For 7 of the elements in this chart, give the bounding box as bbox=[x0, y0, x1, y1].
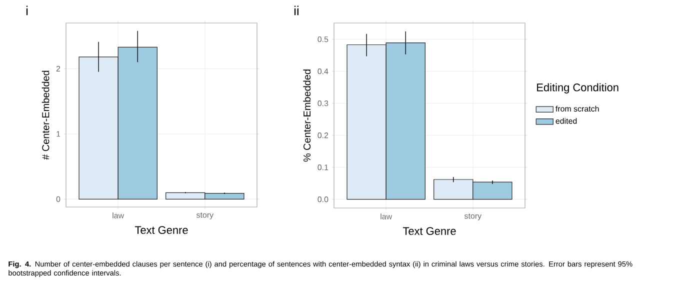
y-axis-title: % Center-Embedded bbox=[303, 70, 311, 162]
chart-title: i bbox=[26, 6, 28, 16]
x-axis-title: Text Genre bbox=[134, 226, 188, 234]
chart-title: ii bbox=[294, 6, 298, 16]
legend-title: Editing Condition bbox=[537, 83, 618, 94]
x-axis-title: Text Genre bbox=[402, 227, 456, 235]
y-axis-title: # Center-Embedded bbox=[42, 70, 50, 160]
